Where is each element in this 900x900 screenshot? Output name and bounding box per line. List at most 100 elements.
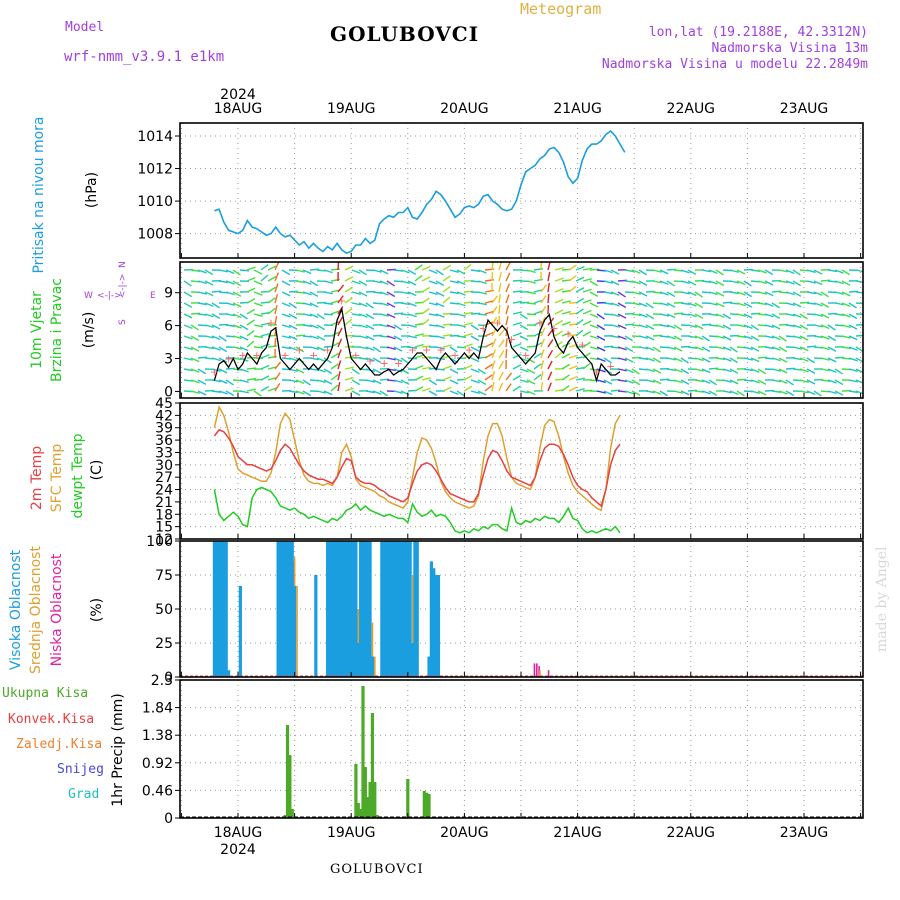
wind-arrow: [673, 357, 683, 363]
wind-arrow: [540, 327, 546, 337]
wind-arrow: [344, 387, 354, 392]
wind-arrow: [372, 390, 382, 395]
wind-arrow: [344, 345, 355, 348]
wind-arrow: [799, 357, 809, 362]
precip-bar: [368, 782, 372, 818]
wind-arrow: [540, 316, 546, 326]
wind-arrow: [337, 338, 343, 348]
wind-arrow: [323, 313, 334, 316]
wind-arrow: [568, 275, 577, 282]
wind-arrow: [232, 313, 242, 319]
wind-arrow: [715, 269, 724, 276]
wind-arrow: [575, 276, 585, 282]
wind-arrow: [526, 280, 536, 284]
wind-arrow: [484, 300, 494, 304]
precip-bar: [359, 809, 363, 818]
wind-arrow: [540, 305, 547, 315]
wind-arrow: [659, 313, 669, 317]
high-cloud-bar: [392, 541, 396, 677]
wind-arrow: [708, 324, 719, 327]
wind-arrow: [820, 379, 831, 382]
wind-arrow: [470, 269, 481, 272]
wind-arrow: [666, 357, 676, 361]
wind-arrow: [568, 375, 578, 381]
wind-arrow: [414, 264, 423, 271]
wind-arrow: [603, 390, 613, 396]
wind-arrow: [778, 280, 788, 284]
grid-lines: [180, 123, 863, 819]
wind-arrow: [729, 269, 739, 274]
wind-arrow: [288, 302, 297, 309]
wind-arrow: [463, 353, 473, 359]
wind-arrow: [743, 313, 753, 319]
wind-arrow: [666, 280, 675, 287]
wind-arrow: [295, 390, 305, 395]
wind-arrow: [491, 295, 498, 304]
wind-arrow: [190, 324, 199, 331]
wind-arrow: [512, 364, 522, 370]
wind-arrow: [729, 379, 739, 385]
wind-arrow: [484, 363, 494, 370]
year-label-bottom: 2024: [220, 842, 256, 858]
wind-arrow: [274, 361, 282, 370]
wind-arrow: [295, 379, 305, 385]
wind-arrow: [624, 368, 634, 374]
wind-arrow: [743, 302, 753, 308]
y-tick-label: 21: [155, 495, 173, 511]
wind-arrow: [260, 322, 270, 326]
wind-gust-marker: +: [295, 344, 304, 357]
wind-arrow: [624, 357, 634, 363]
wind-arrow: [498, 382, 504, 392]
wind-arrow: [351, 302, 361, 306]
wind-arrow: [547, 293, 550, 304]
wind-arrow: [694, 379, 704, 383]
y-tick-label: 2.3: [151, 673, 173, 689]
wind-arrow: [211, 346, 221, 351]
wind-arrow: [183, 313, 193, 319]
wind-arrow: [841, 280, 851, 286]
tsfc-ylabel: SFC Temp: [49, 444, 65, 513]
wind-arrow: [435, 346, 445, 350]
wind-arrow: [463, 343, 473, 348]
high-cloud-bar: [238, 585, 242, 677]
wind-arrow: [680, 269, 690, 274]
wind-arrow: [463, 375, 473, 381]
wind-arrow: [806, 280, 816, 284]
wind-arrow: [421, 276, 431, 282]
wind-arrow: [239, 269, 250, 272]
wind-arrow: [631, 302, 641, 306]
wind-arrow: [631, 291, 641, 296]
wind-arrow: [589, 280, 599, 287]
pressure-ylabel: Pritisak na nivou mora: [31, 116, 47, 273]
wind-arrow: [701, 379, 711, 384]
wind-arrow: [561, 310, 571, 315]
wind-arrow: [344, 366, 354, 370]
wind-arrow: [281, 357, 292, 360]
wind-arrow: [799, 324, 809, 331]
wind-arrow: [358, 346, 368, 350]
wind-arrow: [694, 302, 704, 309]
wind-arrow: [260, 332, 270, 337]
day-label-top: 18AUG: [214, 101, 263, 117]
wind-gust-marker: +: [266, 316, 275, 329]
high-cloud-bar: [290, 541, 294, 677]
wind-arrow: [407, 269, 417, 275]
wind-arrow: [540, 360, 545, 370]
wind-arrow: [197, 313, 208, 316]
wind-arrow: [449, 346, 458, 353]
wind-arrow: [421, 308, 430, 315]
temp-units: (C): [89, 460, 105, 481]
wind-arrow: [323, 379, 333, 385]
day-labels-bottom: 18AUG 19AUG 20AUG 21AUG 22AUG 23AUG: [214, 825, 829, 841]
wind-arrow: [645, 313, 655, 320]
wind-arrow: [204, 291, 214, 297]
wind-arrow: [484, 310, 494, 315]
wind-arrow: [358, 313, 368, 318]
wind-gust-marker: +: [210, 366, 219, 379]
wind-arrow: [470, 379, 480, 384]
wind-arrow: [309, 302, 319, 308]
altitude-label: Nadmorska Visina 13m: [711, 41, 868, 56]
wind-arrow: [337, 382, 341, 392]
high-cloud-bar: [342, 541, 346, 677]
wind-arrow: [855, 291, 863, 294]
